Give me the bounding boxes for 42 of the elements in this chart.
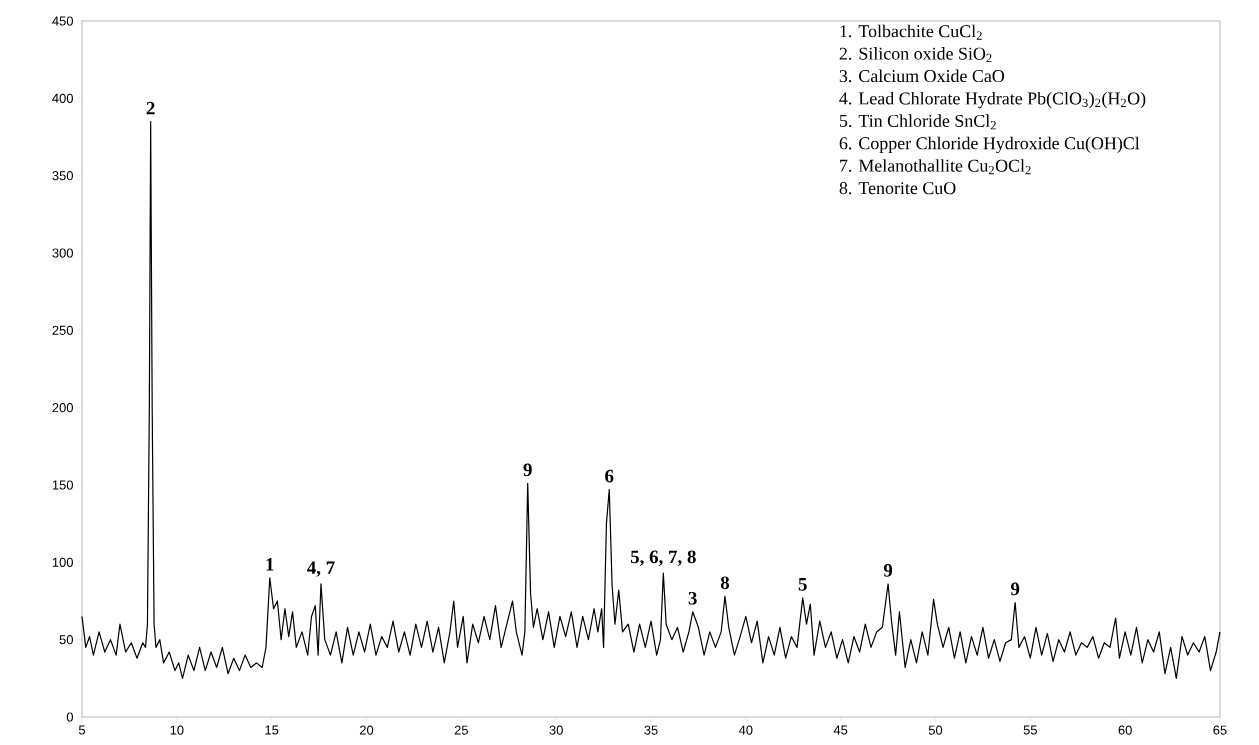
annotation: 4, 7	[307, 561, 335, 577]
annotation: 9	[1010, 582, 1020, 596]
annotation: 5, 6, 7, 8	[630, 550, 696, 566]
x-tick-label: 55	[1023, 725, 1037, 735]
annotation: 2	[146, 101, 155, 115]
annotation: 5	[798, 578, 807, 591]
annotation: 8. Tenorite CuO	[839, 182, 956, 195]
x-tick-label: 45	[833, 725, 848, 735]
annotation: 8	[720, 576, 730, 590]
y-tick-label: 50	[59, 635, 73, 645]
annotation: 4. Lead Chlorate Hydrate Pb(ClO$_{3}$)$_{2}$(H$_{2}$O)	[839, 91, 1146, 109]
annotation: 9	[523, 463, 532, 477]
y-tick-label: 450	[52, 16, 73, 26]
y-tick-label: 100	[52, 557, 73, 567]
y-tick-label: 0	[66, 712, 73, 722]
y-tick-label: 150	[52, 480, 73, 490]
y-tick-label: 250	[52, 325, 73, 335]
x-tick-label: 15	[265, 725, 279, 735]
y-tick-label: 300	[52, 248, 73, 258]
x-tick-label: 30	[549, 725, 563, 735]
annotation: 1	[266, 558, 274, 571]
x-tick-label: 50	[928, 725, 943, 735]
y-tick-label: 200	[52, 403, 73, 413]
annotation: 7. Melanothallite Cu$_{2}$OCl$_{2}$	[840, 159, 1031, 175]
annotation: 6	[605, 469, 614, 483]
y-tick-label: 400	[52, 93, 73, 103]
x-tick-label: 20	[359, 725, 374, 735]
annotation: 1. Tolbachite CuCl$_{2}$	[840, 24, 982, 40]
x-tick-label: 65	[1213, 725, 1227, 735]
x-tick-label: 40	[738, 725, 753, 735]
y-tick-label: 350	[52, 171, 73, 181]
x-tick-label: 10	[170, 725, 184, 735]
x-tick-label: 25	[454, 725, 468, 735]
annotation: 5. Tin Chloride SnCl$_{2}$	[839, 114, 996, 130]
annotation: 6. Copper Chloride Hydroxide Cu(OH)Cl	[839, 136, 1140, 154]
x-tick-label: 5	[78, 725, 86, 735]
annotation: 3. Calcium Oxide CaO	[839, 69, 1005, 83]
annotation: 2. Silicon oxide SiO$_{2}$	[839, 47, 992, 63]
annotation: 9	[883, 564, 893, 577]
annotation: 3	[688, 591, 697, 605]
x-tick-label: 35	[644, 725, 658, 735]
x-tick-label: 60	[1118, 725, 1132, 735]
